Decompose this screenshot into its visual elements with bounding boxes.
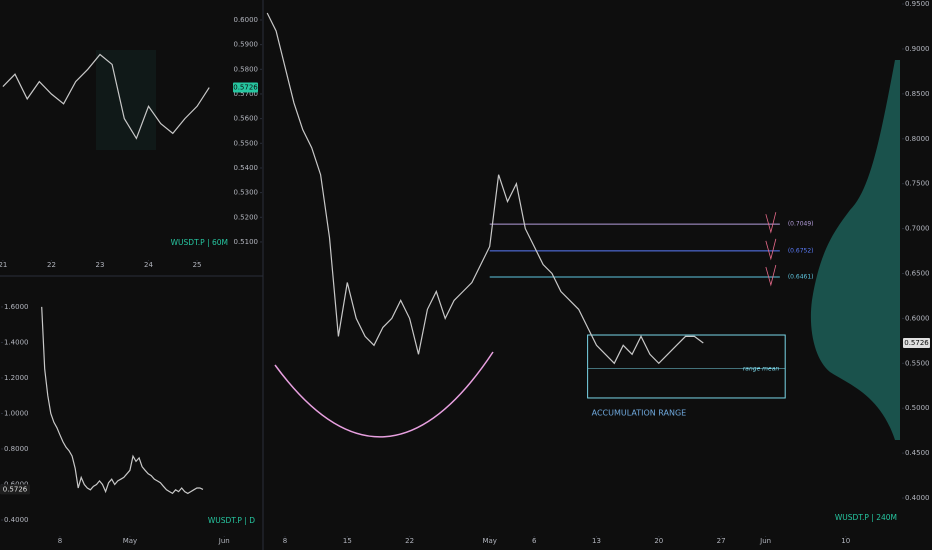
check-mark xyxy=(765,264,777,287)
range-box xyxy=(587,334,786,399)
price-tag xyxy=(903,338,930,349)
price-line xyxy=(2,53,210,140)
y-tick-label: 0.8000 xyxy=(4,445,29,453)
x-tick-label: 8 xyxy=(58,537,62,545)
x-tick-label: 21 xyxy=(0,261,7,269)
y-tick-label: 0.6500 xyxy=(905,269,930,277)
x-tick-label: 22 xyxy=(47,261,56,269)
check-mark xyxy=(765,238,777,261)
y-tick-label: 1.4000 xyxy=(4,338,29,346)
y-tick-label: 0.6000 xyxy=(905,314,930,322)
y-tick-label: 0.5600 xyxy=(234,115,259,123)
range-mean-label: range mean xyxy=(743,366,780,373)
x-tick-label: 13 xyxy=(592,537,601,545)
y-tick-label: 0.5200 xyxy=(234,213,259,221)
y-tick-label: 0.5300 xyxy=(234,189,259,197)
y-tick-label: 1.0000 xyxy=(4,409,29,417)
chart-title: WUSDT.P | 60M xyxy=(171,238,228,247)
price-tag-label: 0.5726 xyxy=(904,339,929,347)
x-tick-label: 20 xyxy=(654,537,663,545)
y-tick-label: 1.2000 xyxy=(4,374,29,382)
y-tick-label: 0.5700 xyxy=(234,90,259,98)
x-tick-label: 24 xyxy=(144,261,153,269)
y-tick-label: 0.9000 xyxy=(905,45,930,53)
y-tick-label: 0.6000 xyxy=(234,16,259,24)
y-tick-label: 0.5400 xyxy=(234,164,259,172)
volume-profile xyxy=(810,60,900,440)
x-tick-label: 25 xyxy=(193,261,202,269)
y-tick-label: 0.8500 xyxy=(905,90,930,98)
rounded-bottom-arc xyxy=(274,351,494,438)
x-tick-label: 10 xyxy=(841,537,850,545)
range-label: ACCUMULATION RANGE xyxy=(592,408,687,417)
y-tick-label: 0.8000 xyxy=(905,135,930,143)
x-tick-label: May xyxy=(123,537,137,545)
price-tag xyxy=(233,82,258,93)
y-tick-label: 0.4000 xyxy=(4,516,29,524)
y-tick-label: 0.5500 xyxy=(234,139,259,147)
y-tick-label: 0.5100 xyxy=(234,238,259,246)
y-tick-label: 0.4000 xyxy=(905,494,930,502)
price-line xyxy=(41,306,204,495)
price-line xyxy=(266,12,704,365)
y-tick-label: 0.7500 xyxy=(905,180,930,188)
price-tag-label: 0.5726 xyxy=(3,485,28,493)
x-tick-label: May xyxy=(482,537,496,545)
x-tick-label: 23 xyxy=(96,261,105,269)
y-tick-label: 0.5000 xyxy=(905,404,930,412)
y-tick-label: 0.4500 xyxy=(905,449,930,457)
fib-level-label: (0.6752) xyxy=(788,247,814,254)
x-tick-label: 22 xyxy=(405,537,414,545)
fib-level-label: (0.7049) xyxy=(788,221,814,228)
fib-level-label: (0.6461) xyxy=(788,273,814,280)
x-tick-label: Jun xyxy=(218,537,230,545)
y-tick-label: 0.5900 xyxy=(234,41,259,49)
x-tick-label: 15 xyxy=(343,537,352,545)
chart-title: WUSDT.P | 240M xyxy=(835,513,897,522)
chart-title: WUSDT.P | D xyxy=(208,516,255,525)
session-shade xyxy=(96,50,156,150)
x-tick-label: 27 xyxy=(717,537,726,545)
x-tick-label: Jun xyxy=(759,537,771,545)
y-tick-label: 0.9500 xyxy=(905,0,930,8)
y-tick-label: 0.5500 xyxy=(905,359,930,367)
x-tick-label: 6 xyxy=(532,537,537,545)
y-tick-label: 0.7000 xyxy=(905,225,930,233)
y-tick-label: 1.6000 xyxy=(4,303,29,311)
check-mark xyxy=(765,212,777,234)
x-tick-label: 8 xyxy=(283,537,287,545)
y-tick-label: 0.5800 xyxy=(234,65,259,73)
price-tag xyxy=(0,484,30,495)
price-tag-label: 0.5726 xyxy=(233,84,258,92)
